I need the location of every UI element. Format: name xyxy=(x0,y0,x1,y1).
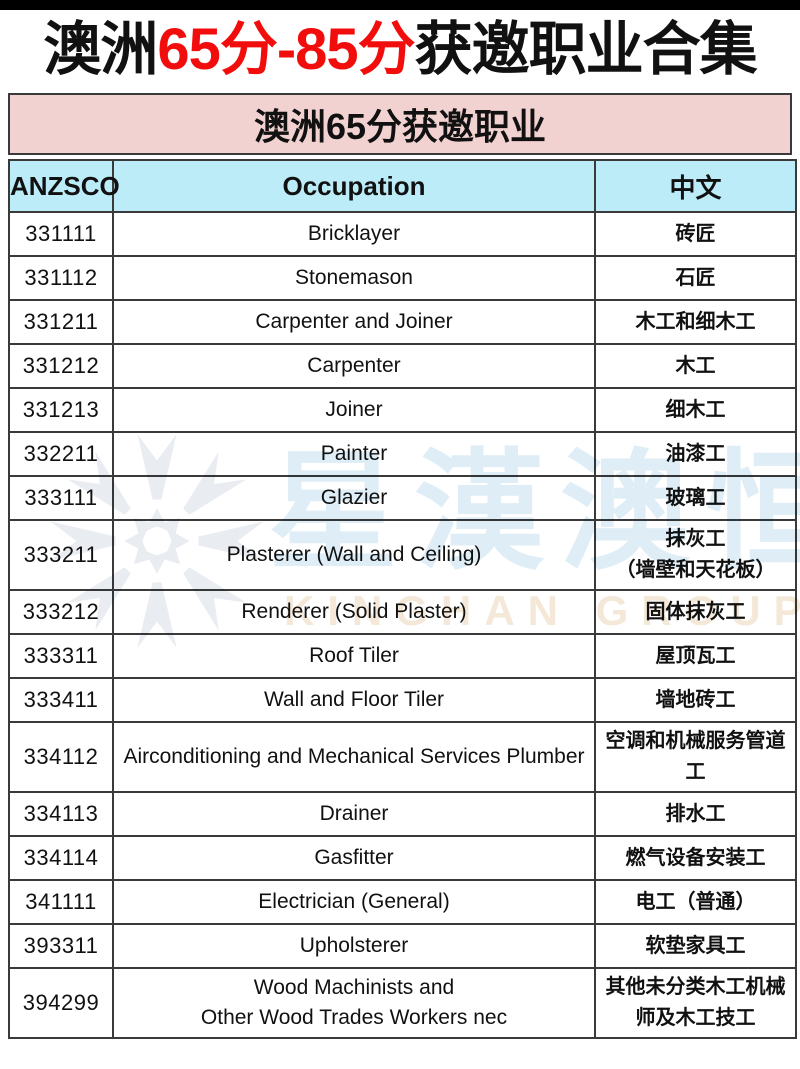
anzsco-cell: 333111 xyxy=(8,475,114,522)
table-header: ANZSCO Occupation 中文 xyxy=(8,159,797,214)
page-title-highlight: 65分-85分 xyxy=(157,17,415,82)
chinese-cell: 木工和细木工 xyxy=(594,299,797,346)
chinese-cell: 细木工 xyxy=(594,387,797,434)
header-anzsco: ANZSCO xyxy=(8,159,120,214)
table-row: 394299 Wood Machinists and Other Wood Tr… xyxy=(8,967,797,1040)
occupation-cell: Carpenter xyxy=(112,343,596,390)
page-title-suffix: 获邀职业合集 xyxy=(414,17,758,82)
table-row: 333211 Plasterer (Wall and Ceiling) 抹灰工 … xyxy=(8,519,797,592)
occupation-cell: Renderer (Solid Plaster) xyxy=(112,589,596,636)
anzsco-cell: 332211 xyxy=(8,431,114,478)
table-row: 332211 Painter 油漆工 xyxy=(8,431,797,478)
occupation-cell: Electrician (General) xyxy=(112,879,596,926)
section-banner: 澳洲65分获邀职业 xyxy=(8,93,792,156)
anzsco-cell: 331111 xyxy=(8,211,114,258)
chinese-cell: 木工 xyxy=(594,343,797,390)
header-occupation: Occupation xyxy=(112,159,596,214)
chinese-cell: 软垫家具工 xyxy=(594,923,797,970)
chinese-cell: 墙地砖工 xyxy=(594,677,797,724)
occupation-cell: Bricklayer xyxy=(112,211,596,258)
table-row: 341111 Electrician (General) 电工（普通） xyxy=(8,879,797,926)
table-row: 333311 Roof Tiler 屋顶瓦工 xyxy=(8,633,797,680)
anzsco-cell: 334113 xyxy=(8,791,114,838)
occupation-table: ANZSCO Occupation 中文 331111 Bricklayer 砖… xyxy=(8,159,797,1040)
section-banner-label: 澳洲65分获邀职业 xyxy=(253,106,547,148)
anzsco-cell: 394299 xyxy=(8,967,114,1040)
anzsco-cell: 333411 xyxy=(8,677,114,724)
occupation-cell: Glazier xyxy=(112,475,596,522)
chinese-cell: 玻璃工 xyxy=(594,475,797,522)
occupation-cell: Gasfitter xyxy=(112,835,596,882)
page-title-prefix: 澳洲 xyxy=(43,17,158,82)
occupation-cell: Wood Machinists and Other Wood Trades Wo… xyxy=(112,967,596,1040)
occupation-cell: Plasterer (Wall and Ceiling) xyxy=(112,519,596,592)
anzsco-cell: 393311 xyxy=(8,923,114,970)
occupation-cell: Roof Tiler xyxy=(112,633,596,680)
chinese-cell: 屋顶瓦工 xyxy=(594,633,797,680)
table-header-row: ANZSCO Occupation 中文 xyxy=(8,159,797,214)
table-row: 331213 Joiner 细木工 xyxy=(8,387,797,434)
chinese-cell: 空调和机械服务管道工 xyxy=(594,721,797,794)
table-row: 331211 Carpenter and Joiner 木工和细木工 xyxy=(8,299,797,346)
table-body: 331111 Bricklayer 砖匠 331112 Stonemason 石… xyxy=(8,211,797,1040)
anzsco-cell: 341111 xyxy=(8,879,114,926)
occupation-cell: Carpenter and Joiner xyxy=(112,299,596,346)
anzsco-cell: 333311 xyxy=(8,633,114,680)
table-row: 333212 Renderer (Solid Plaster) 固体抹灰工 xyxy=(8,589,797,636)
anzsco-cell: 331212 xyxy=(8,343,114,390)
table-row: 334114 Gasfitter 燃气设备安装工 xyxy=(8,835,797,882)
occupation-cell: Painter xyxy=(112,431,596,478)
table-row: 393311 Upholsterer 软垫家具工 xyxy=(8,923,797,970)
occupation-cell: Wall and Floor Tiler xyxy=(112,677,596,724)
top-border-bar xyxy=(0,0,800,10)
table-row: 331111 Bricklayer 砖匠 xyxy=(8,211,797,258)
chinese-cell: 抹灰工 （墙壁和天花板） xyxy=(594,519,797,592)
table-row: 333411 Wall and Floor Tiler 墙地砖工 xyxy=(8,677,797,724)
table-row: 333111 Glazier 玻璃工 xyxy=(8,475,797,522)
table-row: 331112 Stonemason 石匠 xyxy=(8,255,797,302)
anzsco-cell: 334112 xyxy=(8,721,114,794)
occupation-cell: Upholsterer xyxy=(112,923,596,970)
chinese-cell: 燃气设备安装工 xyxy=(594,835,797,882)
chinese-cell: 其他未分类木工机械 师及木工技工 xyxy=(594,967,797,1040)
table-row: 331212 Carpenter 木工 xyxy=(8,343,797,390)
chinese-cell: 排水工 xyxy=(594,791,797,838)
chinese-cell: 砖匠 xyxy=(594,211,797,258)
occupation-cell: Joiner xyxy=(112,387,596,434)
table-row: 334113 Drainer 排水工 xyxy=(8,791,797,838)
table-row: 334112 Airconditioning and Mechanical Se… xyxy=(8,721,797,794)
chinese-cell: 油漆工 xyxy=(594,431,797,478)
anzsco-cell: 333212 xyxy=(8,589,114,636)
chinese-cell: 固体抹灰工 xyxy=(594,589,797,636)
occupation-cell: Drainer xyxy=(112,791,596,838)
anzsco-cell: 334114 xyxy=(8,835,114,882)
anzsco-cell: 331211 xyxy=(8,299,114,346)
header-chinese: 中文 xyxy=(594,159,797,214)
anzsco-cell: 333211 xyxy=(8,519,114,592)
page-title: 澳洲65分-85分获邀职业合集 xyxy=(0,13,800,86)
occupation-cell: Airconditioning and Mechanical Services … xyxy=(112,721,596,794)
anzsco-cell: 331112 xyxy=(8,255,114,302)
chinese-cell: 石匠 xyxy=(594,255,797,302)
chinese-cell: 电工（普通） xyxy=(594,879,797,926)
anzsco-cell: 331213 xyxy=(8,387,114,434)
occupation-cell: Stonemason xyxy=(112,255,596,302)
